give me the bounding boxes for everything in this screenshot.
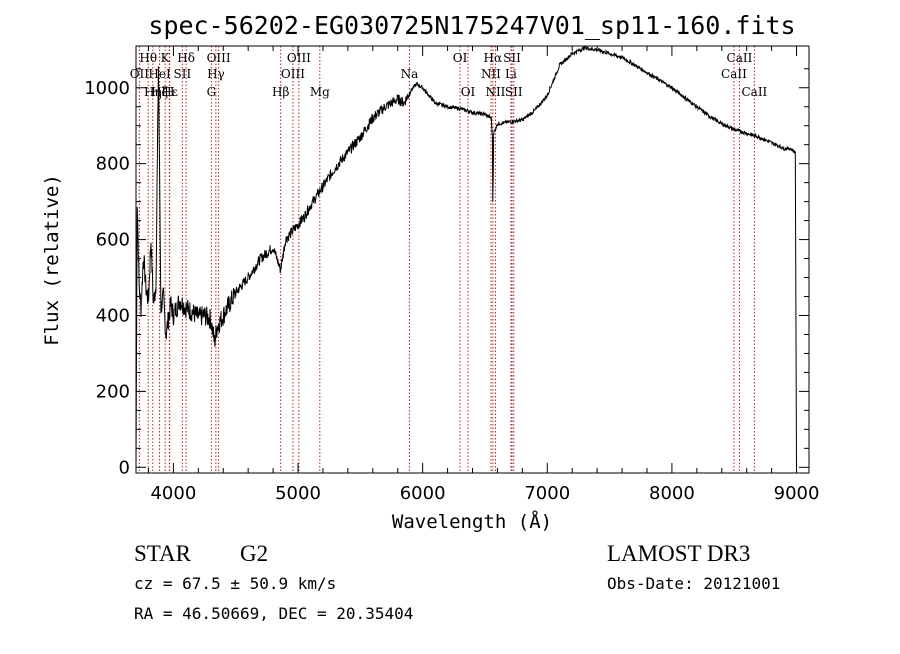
line-label: Hη bbox=[144, 85, 162, 99]
survey-name: LAMOST DR3 bbox=[607, 541, 750, 566]
y-axis: 0 200 400 600 800 1000 bbox=[84, 68, 809, 478]
line-label: Hα bbox=[484, 51, 503, 65]
x-tick-label: 7000 bbox=[524, 483, 570, 504]
x-tick-label: 6000 bbox=[400, 483, 446, 504]
x-axis-label: Wavelength (Å) bbox=[392, 510, 552, 533]
line-label: CaII bbox=[727, 51, 753, 65]
line-label: OIII bbox=[207, 51, 231, 65]
y-tick-label: 800 bbox=[96, 154, 130, 175]
plot-frame bbox=[135, 45, 810, 474]
y-tick-label: 400 bbox=[96, 305, 130, 326]
line-label: CaII bbox=[741, 85, 767, 99]
line-label: HeI bbox=[148, 67, 171, 81]
x-axis: 4000 5000 6000 7000 8000 9000 bbox=[147, 46, 820, 504]
x-tick-label: 9000 bbox=[774, 483, 820, 504]
line-label: Hδ bbox=[177, 51, 195, 65]
obs-date-text: Obs-Date: 20121001 bbox=[607, 574, 780, 593]
line-label: Hγ bbox=[207, 67, 225, 81]
line-label: CaII bbox=[721, 67, 747, 81]
x-tick-label: 8000 bbox=[649, 483, 695, 504]
line-markers bbox=[138, 46, 755, 473]
line-label: SII bbox=[505, 85, 523, 99]
redshift-text: cz = 67.5 ± 50.9 km/s bbox=[134, 574, 336, 593]
y-tick-label: 1000 bbox=[84, 78, 130, 99]
line-label: Hθ bbox=[139, 51, 157, 65]
line-label: OII bbox=[130, 67, 150, 81]
y-tick-label: 0 bbox=[119, 457, 130, 478]
line-label: Li bbox=[505, 67, 517, 81]
chart-title: spec-56202-EG030725N175247V01_sp11-160.f… bbox=[148, 11, 795, 40]
line-label: SII bbox=[174, 67, 192, 81]
y-axis-label: Flux (relative) bbox=[41, 174, 63, 346]
line-label: SII bbox=[503, 51, 521, 65]
y-tick-label: 600 bbox=[96, 230, 130, 251]
line-label: Hβ bbox=[272, 85, 289, 99]
object-class: STAR bbox=[134, 541, 192, 566]
line-label: Na bbox=[401, 67, 419, 81]
line-label: NII bbox=[481, 67, 501, 81]
line-label: OI bbox=[453, 51, 468, 65]
line-label: OI bbox=[461, 85, 476, 99]
line-label: Hζ bbox=[151, 85, 168, 99]
line-label: Hε bbox=[161, 85, 178, 99]
line-label: H bbox=[164, 85, 174, 99]
line-label: G bbox=[207, 85, 217, 99]
object-subclass: G2 bbox=[240, 541, 268, 566]
y-tick-label: 200 bbox=[96, 381, 130, 402]
x-tick-label: 5000 bbox=[275, 483, 321, 504]
line-label: OIII bbox=[281, 67, 305, 81]
line-label: OIII bbox=[287, 51, 311, 65]
x-tick-label: 4000 bbox=[150, 483, 196, 504]
coords-text: RA = 46.50669, DEC = 20.35404 bbox=[134, 604, 413, 623]
line-label: Mg bbox=[310, 85, 330, 99]
line-label: K bbox=[161, 51, 171, 65]
line-label: NII bbox=[485, 85, 505, 99]
spectrum-line bbox=[135, 46, 797, 468]
